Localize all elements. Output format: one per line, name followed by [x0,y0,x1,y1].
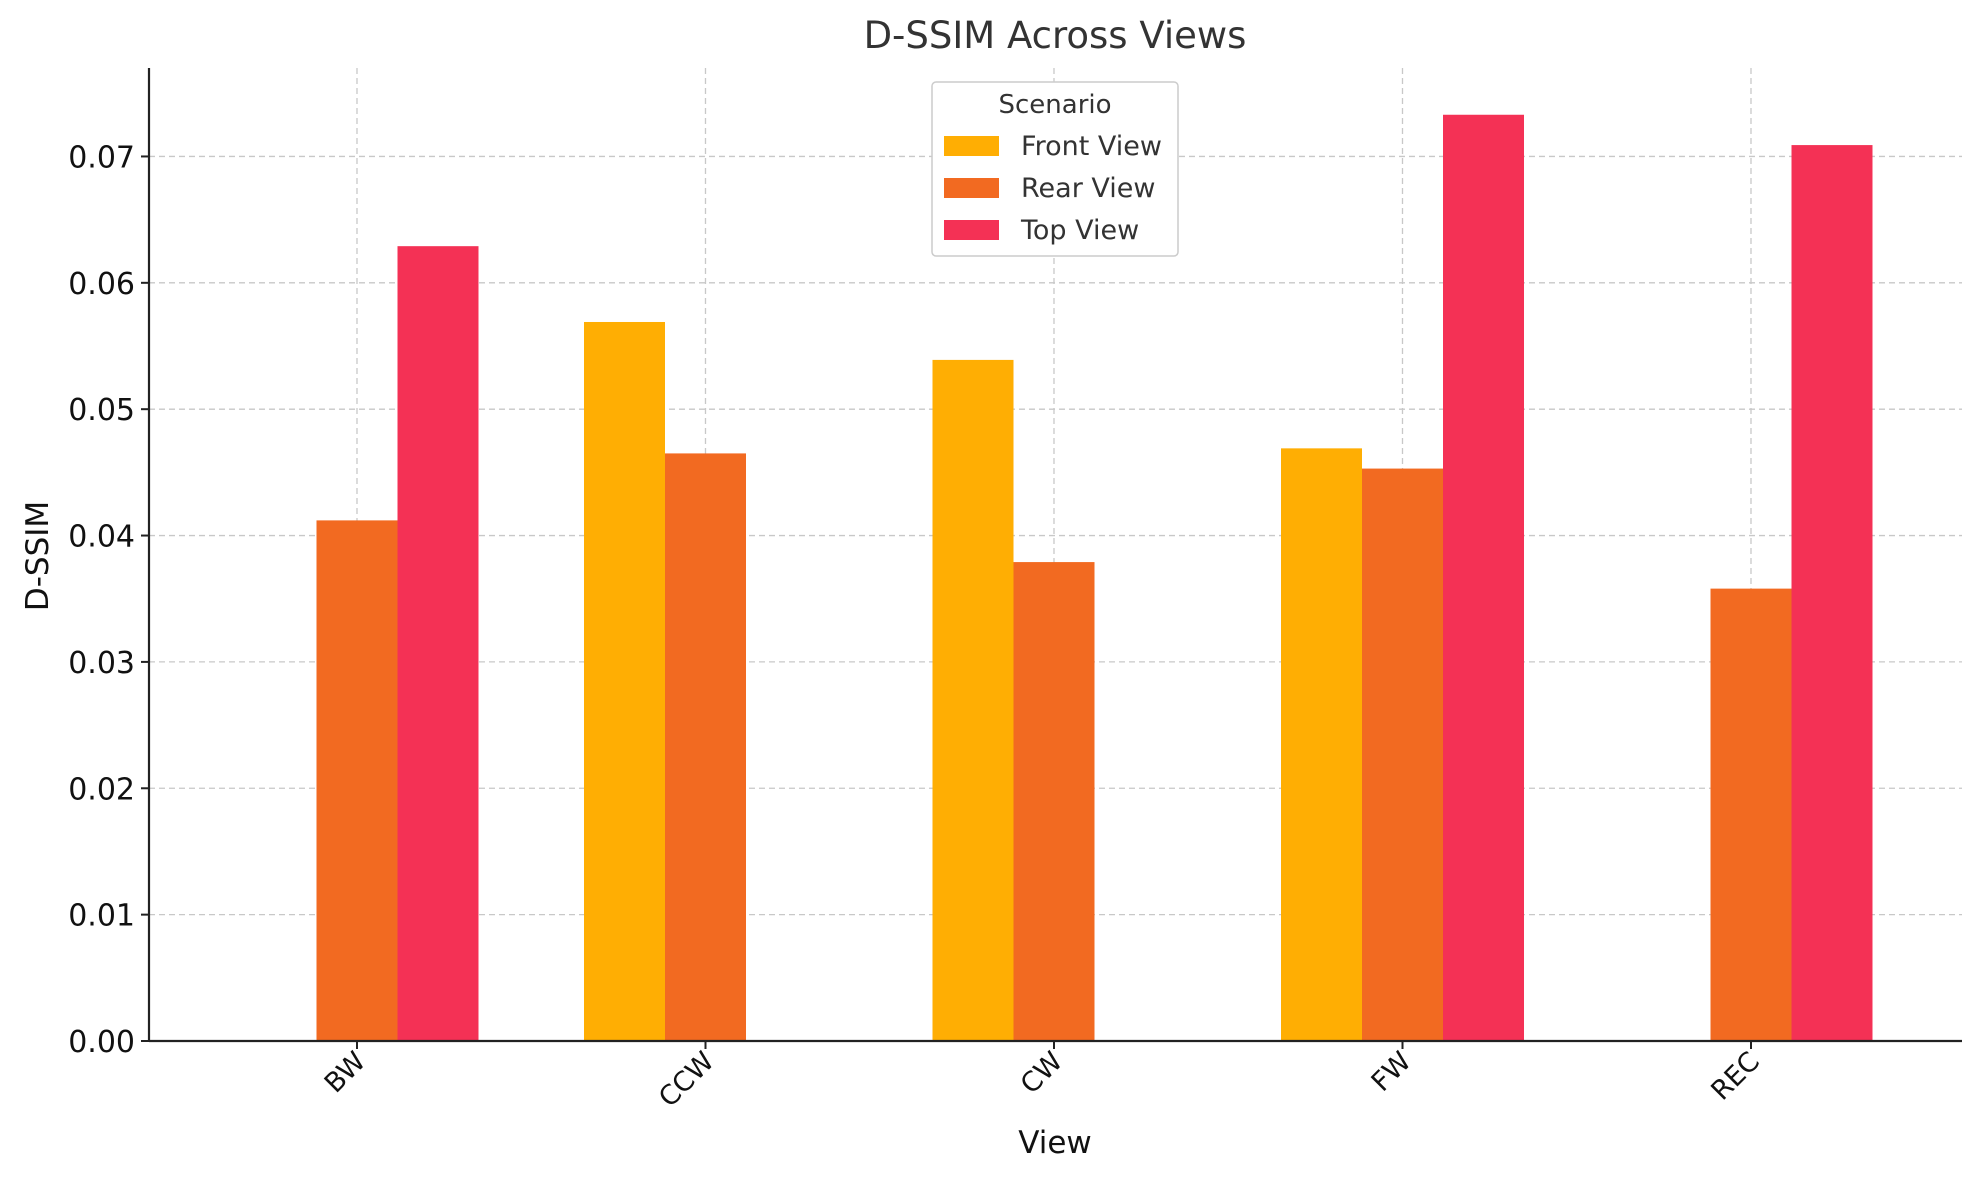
legend-box [931,81,1179,257]
y-tick-label: 0.06 [68,267,135,302]
legend-swatch [944,136,999,156]
x-tick-labels: BW CCW CW FW REC [319,1046,1766,1113]
legend-swatch [944,220,999,240]
y-tick-label: 0.04 [68,520,135,555]
x-tick-label: CW [1015,1046,1069,1100]
x-tick-label: FW [1366,1046,1418,1098]
bar [1362,468,1443,1041]
y-tick-label: 0.05 [68,393,135,428]
y-tick-label: 0.02 [68,772,135,807]
bar [1443,114,1524,1042]
x-axis-label: View [1018,1125,1092,1161]
bar [665,453,746,1042]
bar [397,246,479,1041]
legend-label: Rear View [1021,173,1155,204]
x-tick-label: CCW [653,1046,720,1113]
bar [1281,448,1362,1041]
bar [1791,145,1873,1042]
y-tick-label: 0.07 [68,140,135,175]
legend-title: Scenario [998,90,1111,120]
bars [316,114,1873,1042]
bar [932,359,1014,1041]
legend-label: Top View [1020,215,1139,246]
y-tick-label: 0.00 [68,1025,135,1060]
y-axis-label: D-SSIM [20,501,56,611]
chart-title: D-SSIM Across Views [864,14,1247,57]
legend: Scenario Front View Rear View Top View [931,81,1179,257]
x-tick-label: BW [319,1046,372,1099]
bar [1710,588,1792,1041]
y-tick-label: 0.03 [68,646,135,681]
legend-items: Front View Rear View Top View [944,131,1162,246]
bar [584,321,665,1041]
x-tick-label: REC [1705,1046,1766,1107]
bar [316,520,398,1041]
y-tick-label: 0.01 [68,899,135,934]
bar [1013,562,1095,1041]
y-tick-labels: 0.00 0.01 0.02 0.03 0.04 0.05 0.06 0.07 [68,140,135,1060]
legend-label: Front View [1021,131,1162,162]
axes [141,68,1962,1049]
legend-swatch [944,178,999,198]
